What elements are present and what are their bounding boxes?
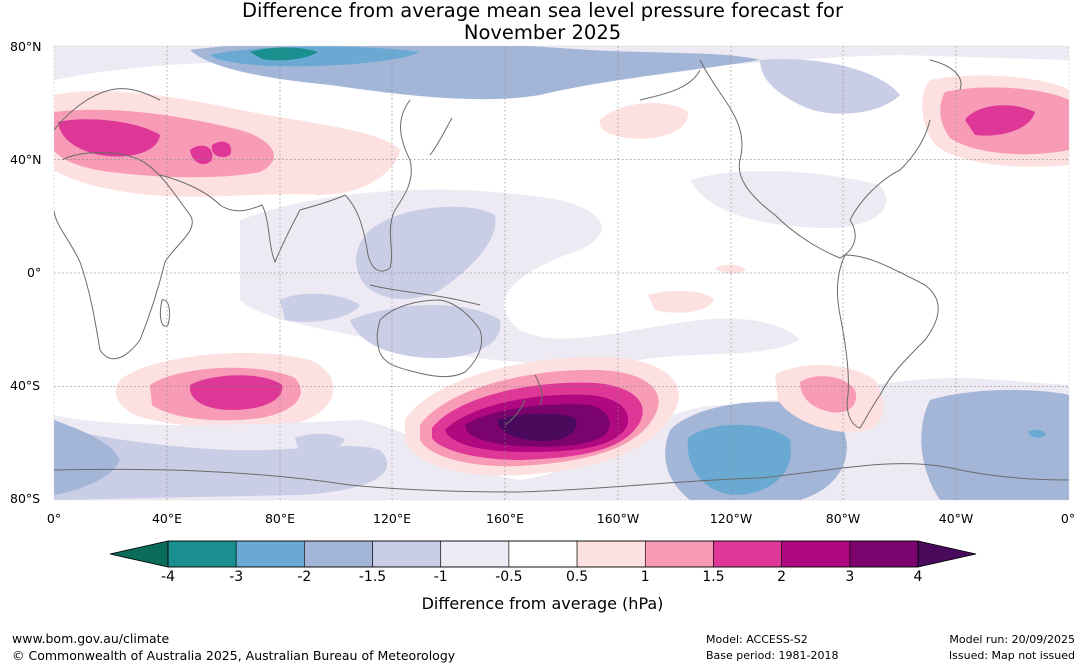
colorbar-tick-label: -3 <box>229 569 244 585</box>
lon-label-160w: 160°W <box>596 511 640 526</box>
coastline-south-america <box>837 254 939 429</box>
anomaly-region-europe-magenta <box>58 119 160 157</box>
footer-model: Model: ACCESS-S2 <box>706 633 808 646</box>
colorbar-tick-label: -0.5 <box>495 569 523 585</box>
colorbar-under-arrow <box>109 540 169 568</box>
coastline-australia <box>376 299 483 378</box>
lon-label-120w: 120°W <box>709 511 753 526</box>
coastline-madagascar <box>159 299 171 327</box>
colorbar-tick-label: -4 <box>161 569 175 585</box>
coastline-alaska <box>639 69 701 101</box>
anomaly-region-atlantic-magenta <box>965 105 1035 136</box>
colorbar-swatch <box>781 540 851 568</box>
lon-label-80w: 80°W <box>825 511 861 526</box>
colorbar-outline <box>167 540 919 568</box>
footer-model-run: Model run: 20/09/2025 <box>949 633 1075 646</box>
lat-label-40n: 40°N <box>10 152 42 167</box>
lon-label-160e: 160°E <box>485 511 525 526</box>
colorbar-tick-label: 3 <box>845 569 855 585</box>
anomaly-region-sindian-magenta <box>189 375 283 410</box>
footer-base-period: Base period: 1981-2018 <box>706 649 839 662</box>
anomaly-region-arctic-teal <box>250 47 318 61</box>
anomaly-region-east-pacific-light <box>690 170 887 229</box>
colorbar-tick-label: -1.5 <box>358 569 387 585</box>
colorbar-swatch <box>849 540 919 568</box>
colorbar-tick-label: -2 <box>297 569 312 585</box>
coastlines <box>54 59 1069 493</box>
colorbar-swatches <box>167 540 919 568</box>
lat-label-0: 0° <box>27 265 42 280</box>
coastline-north-america <box>699 59 931 259</box>
colorbar-swatch <box>372 540 442 568</box>
chart-title-line2: November 2025 <box>463 21 622 44</box>
coastline-japan <box>429 117 453 156</box>
chart-title-line1: Difference from average mean sea level p… <box>242 0 843 22</box>
lon-label-120e: 120°E <box>372 511 412 526</box>
colorbar-swatch <box>713 540 782 568</box>
colorbar-swatch <box>235 540 305 568</box>
anomaly-region-asia-magenta-2 <box>211 141 232 158</box>
colorbar-tick-label: 4 <box>913 569 923 585</box>
graticule <box>54 46 1069 500</box>
colorbar-swatch <box>576 540 646 568</box>
anomaly-region-southern-blue-west <box>54 420 120 495</box>
anomaly-region-satlantic-blue <box>921 390 1069 500</box>
lat-label-40s: 40°S <box>10 378 41 393</box>
coastline-indonesia <box>369 284 481 306</box>
coastline-africa <box>54 152 193 360</box>
anomaly-region-australia-lavender <box>350 305 501 359</box>
colorbar-label: Difference from average (hPa) <box>421 594 664 613</box>
coastline-se-asia <box>344 99 412 272</box>
colorbar-tick-label: 1 <box>640 569 650 585</box>
colorbar-tick-label: 1.5 <box>702 569 725 585</box>
footer-issued: Issued: Map not issued <box>948 649 1075 662</box>
pressure-anomaly-map <box>53 45 1070 501</box>
lat-label-80s: 80°S <box>10 491 41 506</box>
colorbar-swatch <box>167 540 237 568</box>
colorbar-swatch <box>304 540 373 568</box>
colorbar-swatch <box>508 540 578 568</box>
lon-label-40e: 40°E <box>151 511 183 526</box>
anomaly-region-sindian-lavender <box>295 433 345 450</box>
colorbar-tick-label: 2 <box>777 569 787 585</box>
anomaly-region-indian-lavender <box>280 293 360 322</box>
footer-url[interactable]: www.bom.gov.au/climate <box>12 631 170 646</box>
lon-label-80e: 80°E <box>264 511 296 526</box>
map-frame <box>53 45 1070 501</box>
lon-label-0-east: 0° <box>1060 511 1076 526</box>
coastline-arabia-india <box>159 174 346 264</box>
anomaly-region-southern-lavender <box>54 425 388 500</box>
coastline-antarctica <box>54 463 1069 493</box>
lon-label-40w: 40°W <box>938 511 974 526</box>
colorbar-tick-label: -1 <box>433 569 448 585</box>
anomaly-region-chile-pink <box>800 376 857 413</box>
colorbar-swatch <box>440 540 510 568</box>
colorbar-tick-label: 0.5 <box>565 569 589 585</box>
anomaly-region-canada-light <box>760 59 900 114</box>
lon-label-0-west: 0° <box>46 511 62 526</box>
footer-copyright: © Commonwealth of Australia 2025, Austra… <box>12 648 456 663</box>
colorbar-swatch <box>644 540 714 568</box>
anomaly-region-eq-pink-2 <box>715 264 746 274</box>
anomaly-region-eq-pink <box>648 290 714 313</box>
lat-label-80n: 80°N <box>10 39 42 54</box>
coastline-new-zealand <box>504 374 543 426</box>
anomaly-region-npacific-pink <box>599 102 689 139</box>
colorbar-over-arrow <box>917 540 977 568</box>
anomaly-region-satlantic-steel <box>1028 429 1046 438</box>
anomaly-region-nz-core <box>497 413 577 441</box>
coastline-greenland <box>929 59 962 91</box>
coastline-europe <box>54 88 161 131</box>
